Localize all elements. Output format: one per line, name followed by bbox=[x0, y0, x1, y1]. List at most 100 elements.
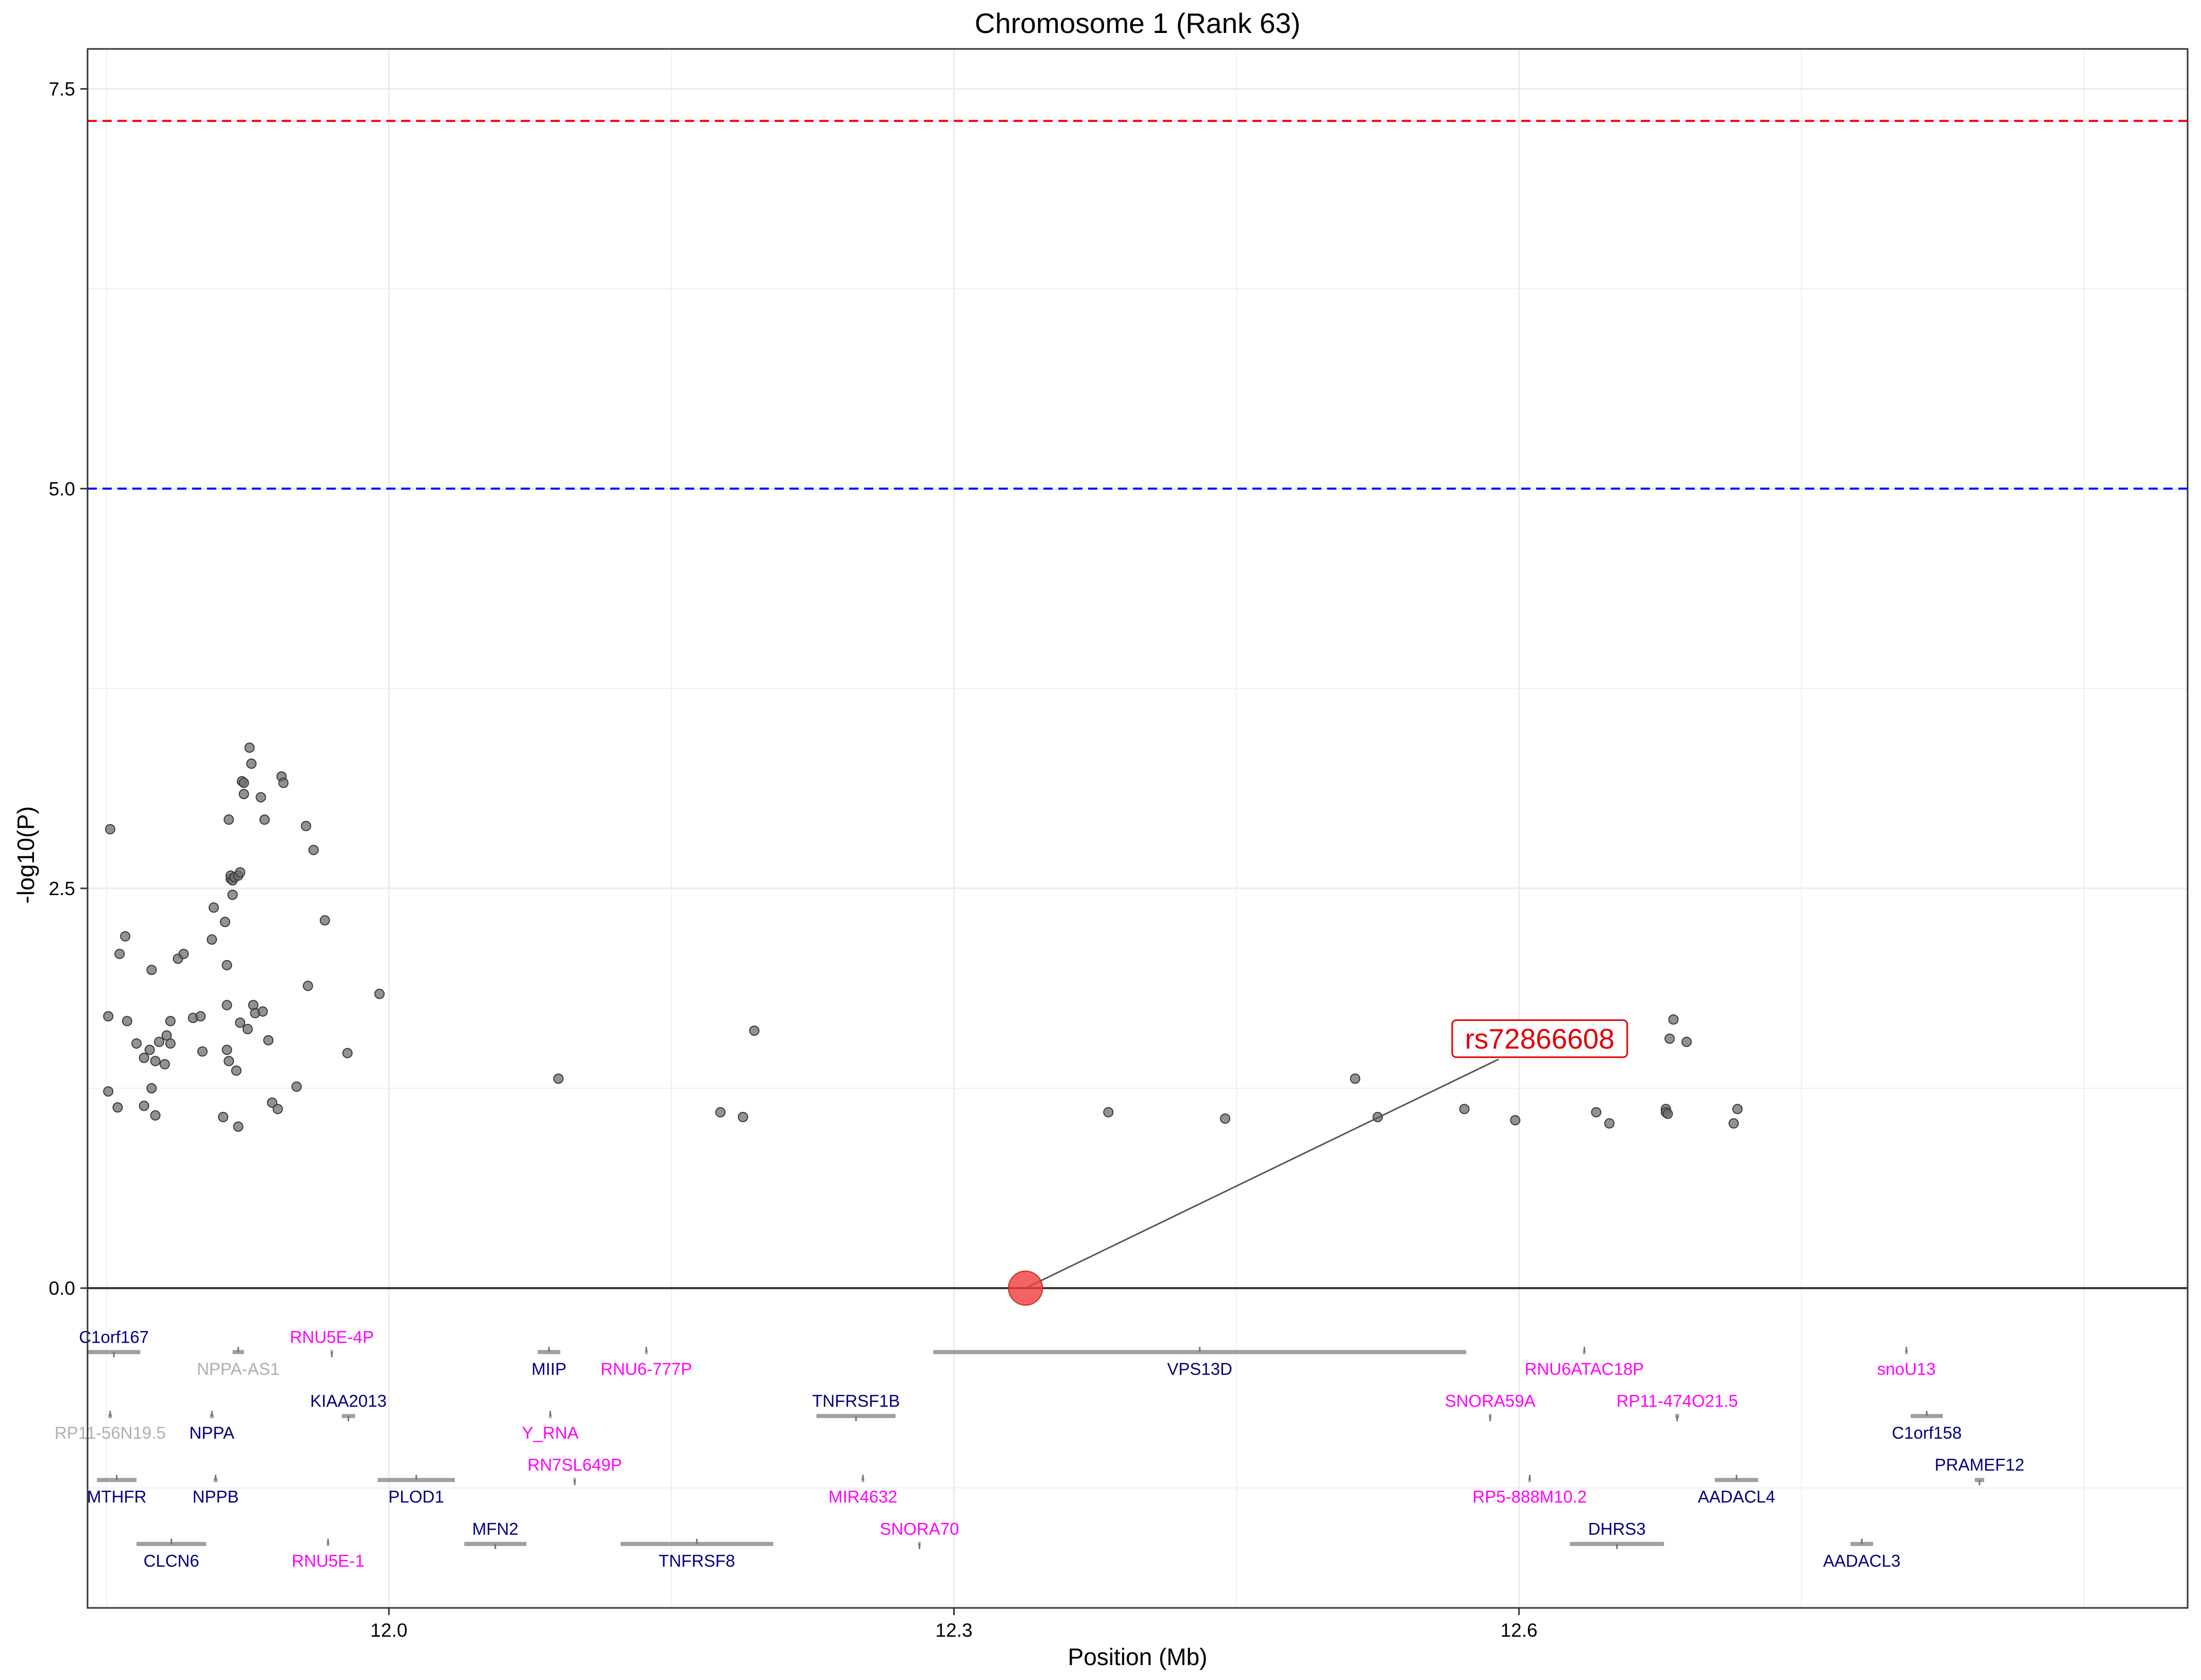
gene-label: PRAMEF12 bbox=[1935, 1455, 2024, 1475]
lead-snp-annotation: rs72866608 bbox=[1008, 1019, 1628, 1306]
snp-point bbox=[223, 1056, 234, 1067]
snp-point bbox=[159, 1059, 170, 1070]
snp-point bbox=[342, 1048, 353, 1058]
snp-point bbox=[278, 778, 289, 788]
snp-point bbox=[238, 778, 249, 788]
gene-label: PLOD1 bbox=[388, 1487, 444, 1506]
snp-point bbox=[146, 1083, 157, 1093]
snp-point bbox=[291, 1081, 302, 1092]
snp-point bbox=[146, 965, 157, 975]
snp-point bbox=[139, 1053, 149, 1064]
gene-label: TNFRSF8 bbox=[659, 1551, 735, 1570]
snp-point bbox=[114, 949, 125, 959]
gene-label: C1orf167 bbox=[79, 1327, 149, 1346]
snp-point bbox=[1350, 1073, 1361, 1084]
gene-label: MTHFR bbox=[87, 1487, 146, 1506]
threshold-lines bbox=[88, 119, 2188, 490]
snp-point bbox=[231, 1065, 242, 1076]
snp-point bbox=[259, 814, 270, 825]
snp-point bbox=[715, 1107, 726, 1118]
snp-point bbox=[221, 1000, 232, 1010]
snp-point bbox=[218, 1111, 229, 1122]
x-tick-label: 12.6 bbox=[1501, 1620, 1538, 1641]
snp-point bbox=[1668, 1014, 1679, 1025]
snp-point bbox=[1510, 1115, 1521, 1126]
gene-label: TNFRSF1B bbox=[812, 1391, 900, 1410]
gene-label: C1orf158 bbox=[1892, 1423, 1962, 1442]
snp-point bbox=[1604, 1118, 1615, 1129]
snp-point bbox=[197, 1046, 208, 1057]
chart-title: Chromosome 1 (Rank 63) bbox=[975, 7, 1301, 39]
snp-point bbox=[1662, 1108, 1673, 1119]
lead-snp-connector bbox=[1025, 1058, 1499, 1289]
snp-point bbox=[301, 820, 312, 831]
y-tick-label: 0.0 bbox=[49, 1278, 75, 1299]
snp-point bbox=[1681, 1036, 1692, 1047]
gene-label: SNORA59A bbox=[1445, 1391, 1536, 1410]
gene-label: RNU6ATAC18P bbox=[1525, 1359, 1644, 1378]
x-axis-label: Position (Mb) bbox=[1068, 1643, 1208, 1670]
snp-point bbox=[255, 792, 266, 802]
gene-label: AADACL4 bbox=[1698, 1487, 1775, 1506]
gene-label: RP11-474O21.5 bbox=[1617, 1391, 1738, 1410]
snp-point bbox=[144, 1044, 155, 1055]
snp-point bbox=[1459, 1104, 1470, 1115]
snp-point bbox=[209, 902, 219, 913]
snp-point bbox=[267, 1097, 278, 1108]
x-tick-label: 12.0 bbox=[370, 1620, 407, 1641]
gene-label: Y_RNA bbox=[522, 1423, 579, 1442]
gene-label: CLCN6 bbox=[144, 1551, 199, 1570]
snp-point bbox=[165, 1038, 176, 1049]
snp-point bbox=[749, 1025, 760, 1036]
gene-label: VPS13D bbox=[1167, 1359, 1232, 1378]
snp-point bbox=[195, 1011, 206, 1022]
snp-point bbox=[1220, 1113, 1231, 1124]
x-axis: 12.0 12.3 12.6 bbox=[370, 1608, 1538, 1641]
snp-point bbox=[1664, 1033, 1675, 1044]
snp-point bbox=[319, 915, 330, 926]
grid-lines bbox=[88, 49, 2188, 1608]
snp-point bbox=[150, 1110, 161, 1121]
snp-point bbox=[272, 1104, 283, 1115]
gene-label: snoU13 bbox=[1877, 1359, 1936, 1378]
gene-label: MIR4632 bbox=[829, 1487, 898, 1506]
gene-label: AADACL3 bbox=[1823, 1551, 1900, 1570]
gene-label: RNU6-777P bbox=[600, 1359, 692, 1378]
snp-point bbox=[103, 1086, 114, 1097]
y-tick-label: 5.0 bbox=[49, 478, 75, 500]
snp-point bbox=[105, 824, 115, 835]
snp-points bbox=[103, 742, 1743, 1132]
snp-point bbox=[233, 1121, 244, 1132]
snp-point bbox=[150, 1056, 161, 1067]
gene-label: RNU5E-4P bbox=[290, 1327, 374, 1346]
y-axis-label: -log10(P) bbox=[12, 806, 39, 903]
snp-point bbox=[153, 1036, 164, 1047]
snp-point bbox=[235, 1017, 246, 1028]
y-axis: 0.0 2.5 5.0 7.5 bbox=[49, 79, 88, 1299]
snp-point bbox=[257, 1006, 268, 1017]
lead-snp-label: rs72866608 bbox=[1465, 1023, 1615, 1055]
snp-point bbox=[112, 1102, 123, 1113]
x-tick-label: 12.3 bbox=[935, 1620, 972, 1641]
snp-point bbox=[207, 934, 217, 945]
gene-label: KIAA2013 bbox=[310, 1391, 387, 1410]
gene-label: MIIP bbox=[531, 1359, 566, 1378]
snp-point bbox=[122, 1016, 132, 1026]
snp-point bbox=[1591, 1107, 1602, 1118]
snp-point bbox=[737, 1111, 748, 1122]
snp-point bbox=[244, 742, 255, 753]
gene-label: SNORA70 bbox=[880, 1519, 959, 1538]
snp-point bbox=[1732, 1104, 1743, 1115]
snp-point bbox=[131, 1038, 142, 1049]
snp-point bbox=[302, 981, 313, 991]
lead-snp-point bbox=[1008, 1271, 1043, 1306]
snp-point bbox=[1728, 1118, 1739, 1129]
snp-point bbox=[165, 1016, 176, 1026]
snp-point bbox=[139, 1101, 149, 1111]
snp-point bbox=[553, 1073, 564, 1084]
gene-label: NPPB bbox=[193, 1487, 239, 1506]
snp-point bbox=[374, 988, 385, 999]
gene-track: C1orf167 NPPA-AS1 RNU5E-4P MIIP RNU6-777P VPS… bbox=[55, 1327, 2024, 1570]
gene-label: RP11-56N19.5 bbox=[55, 1423, 166, 1442]
